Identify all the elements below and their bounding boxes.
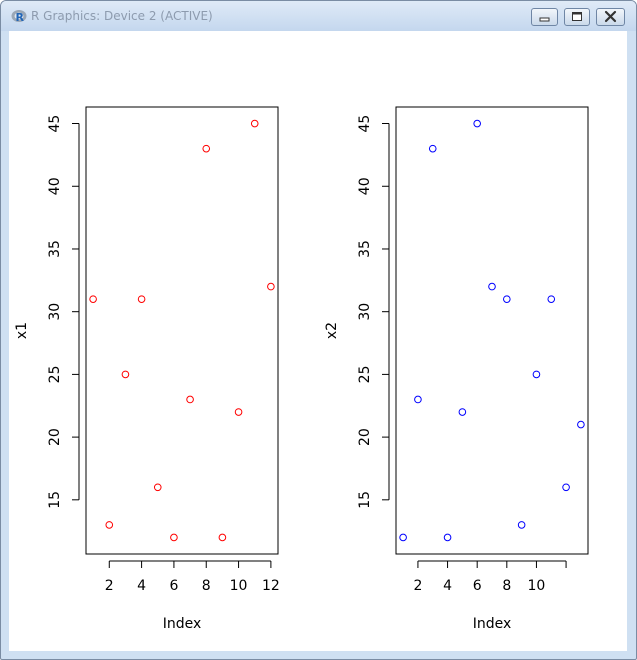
plot2-point <box>399 533 407 542</box>
maximize-button[interactable] <box>564 8 590 26</box>
plot1-y-axis-label: x1 <box>14 322 30 339</box>
plot2-point <box>547 295 556 303</box>
plot1-x-tick-label: 8 <box>202 578 211 594</box>
plot1-y-tick-label: 30 <box>47 303 63 321</box>
plot1-y-tick-label: 25 <box>47 365 63 383</box>
plot1-x-tick-label: 12 <box>262 578 280 594</box>
plot2-point <box>473 119 481 128</box>
plot2-x-tick-label: 2 <box>413 578 422 594</box>
plot1-point <box>105 521 114 529</box>
plot2-point <box>532 370 541 379</box>
maximize-icon <box>572 12 582 21</box>
plot1-point <box>267 282 275 291</box>
plot1-y-tick-label: 45 <box>47 115 63 133</box>
plot2-point <box>414 395 422 404</box>
plot1-x-tick-label: 2 <box>105 578 114 594</box>
plot2-point <box>503 295 511 303</box>
plot1-point <box>137 295 146 303</box>
plot-area: 2 4 6 8 10 12 15 20 25 30 35 40 45 Index x1 2 4 6 8 10 15 20 2… <box>9 31 627 651</box>
plot1-point <box>250 119 259 128</box>
plot2-frame <box>395 106 589 555</box>
close-icon <box>604 10 617 23</box>
svg-text:R: R <box>16 11 25 23</box>
plot2-y-tick-label: 15 <box>357 491 373 509</box>
plot2-point <box>488 282 496 291</box>
plot1-y-tick-label: 40 <box>47 177 63 195</box>
plot2-point <box>577 420 585 429</box>
plot1-x-tick-label: 6 <box>169 578 178 594</box>
plot1-point <box>170 533 178 542</box>
close-button[interactable] <box>596 8 625 26</box>
plot1-point <box>186 395 194 404</box>
plot1-x-axis-label: Index <box>163 616 202 632</box>
plot1-y-tick-label: 15 <box>47 491 63 509</box>
plot2-y-tick-label: 35 <box>357 240 373 258</box>
plot1-x-tick-label: 10 <box>230 578 248 594</box>
plot2-y-tick-label: 45 <box>357 115 373 133</box>
plot2-y-axis-label: x2 <box>324 322 340 339</box>
plot1-point <box>218 533 227 542</box>
plot2-point <box>517 521 526 529</box>
plot1-frame <box>85 106 279 555</box>
plot2-x-tick-label: 4 <box>443 578 452 594</box>
plot1-point <box>202 144 211 153</box>
plot2-x-tick-label: 6 <box>473 578 482 594</box>
plot2-point <box>562 483 570 492</box>
plot2-x-tick-label: 10 <box>528 578 546 594</box>
plot2-y-tick-label: 20 <box>357 428 373 446</box>
plot1-point <box>153 483 162 492</box>
plot2-point <box>428 144 437 153</box>
plots-canvas: 2 4 6 8 10 12 15 20 25 30 35 40 45 Index x1 2 4 6 8 10 15 20 2… <box>14 106 589 632</box>
window-title: R Graphics: Device 2 (ACTIVE) <box>31 9 213 23</box>
plot2-y-tick-label: 25 <box>357 365 373 383</box>
minimize-icon <box>539 17 550 22</box>
plot1-x-tick-label: 4 <box>137 578 146 594</box>
r-logo-icon: R <box>11 10 27 23</box>
plot2-x-axis-label: Index <box>473 616 512 632</box>
plot2-y-tick-label: 40 <box>357 177 373 195</box>
plot2-x-tick-label: 8 <box>502 578 511 594</box>
plot1-y-tick-label: 35 <box>47 240 63 258</box>
plot1-point <box>121 370 130 379</box>
plot2-point <box>443 533 452 542</box>
plot1-point <box>89 295 97 303</box>
plot1-point <box>234 408 243 416</box>
minimize-button[interactable] <box>531 8 558 26</box>
plot2-y-tick-label: 30 <box>357 303 373 321</box>
title-bar[interactable]: R R Graphics: Device 2 (ACTIVE) <box>1 1 636 31</box>
plot2-point <box>458 408 467 416</box>
plot1-y-tick-label: 20 <box>47 428 63 446</box>
